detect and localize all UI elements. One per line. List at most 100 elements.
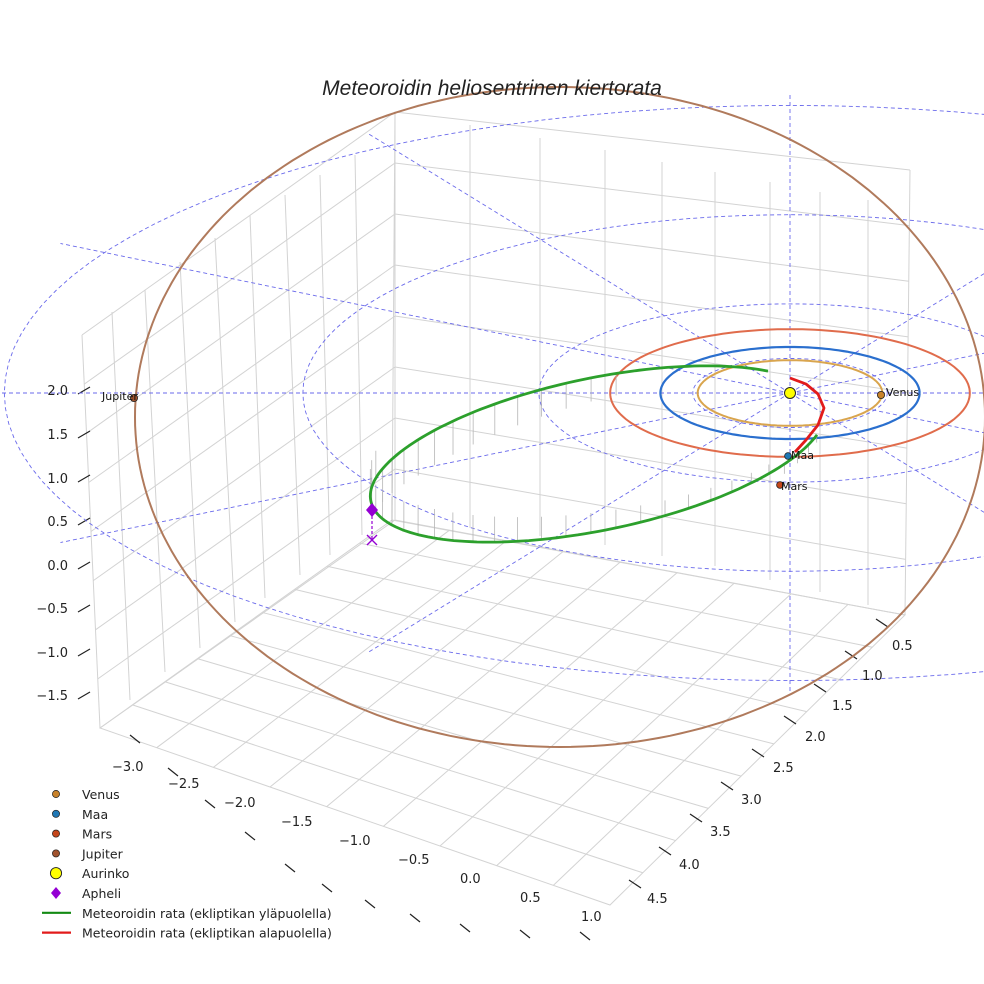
legend-label-7: Meteoroidin rata (ekliptikan alapuolella… [82, 926, 332, 941]
grid-floor-b-6 [294, 588, 807, 713]
y-tick-mark-2 [204, 799, 216, 809]
axis-tick-marks [77, 386, 889, 941]
legend-item-5: Apheli [51, 886, 121, 901]
y-tick-mark-10 [579, 931, 591, 941]
orbit-maa [659, 345, 921, 441]
grid-line-z-6 [95, 417, 907, 631]
y-tick-label-7: 0.5 [520, 891, 541, 906]
grid-floor-outline [98, 519, 907, 906]
grid-line-z-2 [86, 213, 909, 434]
legend-label-1: Maa [82, 807, 108, 822]
label-mars: Mars [781, 480, 808, 493]
z-tick-label-6: −1.0 [36, 646, 68, 661]
z-tick-label-2: 1.0 [47, 472, 68, 487]
axes-box-grid [81, 111, 911, 906]
legend-marker-3 [52, 849, 60, 858]
z-tick-label-0: 2.0 [47, 384, 68, 399]
x-tick-mark-5 [720, 781, 734, 791]
grid-floor-b-7 [327, 565, 840, 680]
polar-ring-2 [302, 214, 984, 572]
x-tick-mark-2 [813, 683, 827, 693]
z-tick-mark-6 [77, 648, 91, 657]
grid-floor-a-8 [552, 604, 849, 886]
y-tick-mark-4 [284, 863, 296, 873]
z-tick-label-7: −1.5 [36, 689, 68, 704]
legend-item-0: Venus [52, 787, 120, 802]
z-tick-label-3: 0.5 [47, 515, 68, 530]
legend-label-3: Jupiter [81, 846, 124, 861]
x-tick-mark-3 [783, 715, 797, 725]
x-axis-tick-labels: 0.5 1.0 1.5 2.0 2.5 3.0 3.5 4.0 4.5 [647, 639, 913, 907]
legend-item-1: Maa [52, 807, 108, 822]
chart-title: Meteoroidin heliosentrinen kiertorata [322, 77, 662, 100]
x-tick-mark-6 [689, 813, 703, 823]
grid-floor-a-6 [439, 582, 735, 847]
meteoroid-orbit-below [789, 376, 826, 453]
z-tick-mark-2 [77, 474, 91, 483]
grid-floor-a-7 [496, 593, 792, 867]
polar-spoke-10 [789, 392, 984, 513]
grid-floor-a-3 [269, 551, 564, 788]
label-maa: Maa [791, 449, 814, 462]
grid-floor-b-4 [229, 635, 742, 777]
y-tick-label-2: −2.0 [224, 796, 256, 811]
legend-marker-5 [51, 887, 61, 899]
grid-floor-a-2 [213, 540, 507, 768]
x-tick-mark-8 [628, 879, 642, 889]
x-tick-mark-4 [751, 748, 765, 758]
legend-item-3: Jupiter [52, 846, 124, 861]
y-tick-label-6: 0.0 [460, 872, 481, 887]
polar-spoke-11 [789, 392, 984, 434]
legend-item-2: Mars [52, 827, 112, 842]
legend-marker-4 [49, 867, 63, 880]
grid-line-z-1 [84, 162, 910, 385]
legend-label-4: Aurinko [82, 866, 129, 881]
orbit-mars [609, 328, 971, 458]
label-jupiter: Jupiter [101, 390, 138, 403]
y-tick-mark-5 [321, 883, 333, 893]
x-tick-mark-1 [844, 650, 858, 660]
x-tick-label-4: 2.5 [773, 761, 794, 776]
markers [129, 387, 886, 546]
y-tick-mark-1 [167, 767, 179, 777]
legend-marker-0 [52, 790, 60, 798]
legend-marker-1 [52, 809, 60, 818]
grid-line-left-3 [179, 261, 201, 649]
x-tick-label-2: 1.5 [832, 699, 853, 714]
marker-mars [776, 481, 784, 489]
z-tick-label-4: 0.0 [47, 559, 68, 574]
legend-item-7: Meteoroidin rata (ekliptikan alapuolella… [42, 926, 332, 941]
grid-floor-b-2 [164, 681, 676, 842]
z-tick-mark-7 [77, 691, 91, 700]
grid-floor-b-8 [359, 542, 873, 648]
y-tick-label-4: −1.0 [339, 834, 371, 849]
y-tick-label-0: −3.0 [112, 760, 144, 775]
legend-item-6: Meteoroidin rata (ekliptikan yläpuolella… [42, 906, 332, 921]
x-tick-label-3: 2.0 [805, 730, 826, 745]
y-tick-label-8: 1.0 [581, 910, 602, 925]
grid-line-left-7 [319, 174, 331, 556]
marker-aphelion-projection [366, 534, 378, 546]
y-axis-tick-labels: −3.0 −2.5 −2.0 −1.5 −1.0 −0.5 0.0 0.5 1.0 [112, 760, 602, 925]
polar-spoke-5 [60, 243, 791, 394]
y-tick-label-5: −0.5 [398, 853, 430, 868]
z-tick-mark-5 [77, 604, 91, 613]
ecliptic-polar-grid [0, 93, 984, 693]
y-tick-mark-7 [409, 913, 421, 923]
grid-line-z-0 [81, 111, 911, 336]
orbit-jupiter [133, 85, 984, 749]
polar-spoke-8 [368, 392, 791, 653]
planet-orbits [133, 85, 984, 749]
marker-maa [784, 452, 792, 460]
x-tick-mark-7 [658, 846, 672, 856]
polar-spoke-4 [368, 133, 791, 394]
legend-label-6: Meteoroidin rata (ekliptikan yläpuolella… [82, 906, 332, 921]
meteoroid-orbit-above [368, 364, 819, 544]
grid-line-left-4 [214, 237, 236, 623]
grid-floor-a-4 [326, 561, 621, 808]
y-tick-mark-8 [459, 923, 471, 933]
marker-aphelion [366, 503, 378, 517]
y-tick-mark-3 [244, 831, 256, 841]
y-tick-mark-6 [364, 899, 376, 909]
